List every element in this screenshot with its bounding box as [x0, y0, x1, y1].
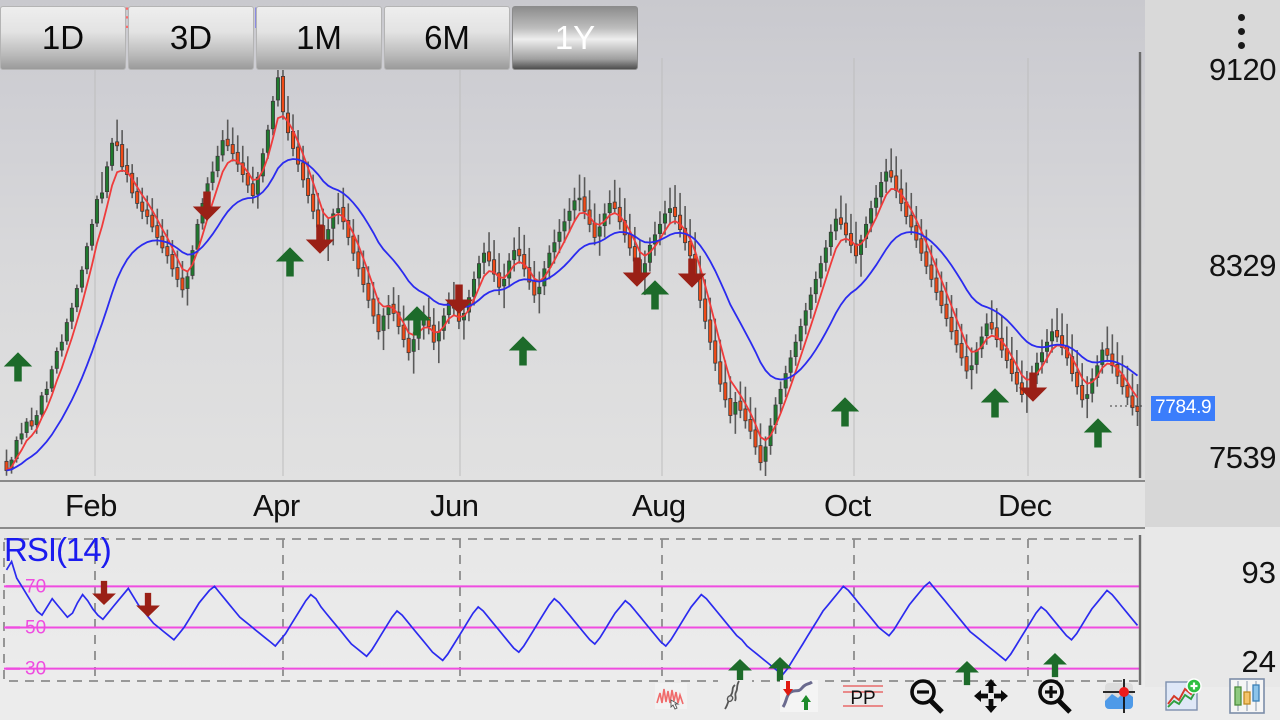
- zoom-out-button[interactable]: [904, 674, 950, 718]
- price-axis-max: 9120: [1209, 52, 1276, 87]
- rsi-title: RSI(14): [4, 531, 112, 568]
- last-price-badge: 7784.9: [1151, 396, 1216, 421]
- month-tick-aug: Aug: [632, 488, 686, 523]
- price-axis: 9120 8329 7539 7784.9: [1145, 0, 1280, 480]
- price-chart-canvas[interactable]: [0, 0, 1145, 480]
- draw-freehand-tool[interactable]: [648, 674, 694, 718]
- price-chart-panel[interactable]: [0, 0, 1145, 480]
- crosshair-tool[interactable]: [1096, 674, 1142, 718]
- rsi-panel[interactable]: 70 50 30 RSI(14): [0, 527, 1145, 687]
- period-button-6m[interactable]: 6M: [384, 6, 510, 70]
- price-axis-min: 7539: [1209, 440, 1276, 475]
- month-tick-dec: Dec: [998, 488, 1052, 523]
- period-button-1m[interactable]: 1M: [256, 6, 382, 70]
- zoom-in-button[interactable]: [1032, 674, 1078, 718]
- rsi-canvas[interactable]: 70 50 30: [0, 529, 1145, 689]
- month-tick-apr: Apr: [253, 488, 300, 523]
- rsi-level-label-50: 50: [25, 617, 46, 638]
- chart-type-button[interactable]: [1224, 674, 1270, 718]
- rsi-axis-max: 93: [1241, 555, 1276, 590]
- add-indicator-button[interactable]: [1160, 674, 1206, 718]
- pointer-draw-tool[interactable]: [712, 674, 758, 718]
- menu-dot: [1237, 42, 1245, 49]
- signals-tool[interactable]: [776, 674, 822, 718]
- pivot-points-tool[interactable]: PP: [840, 674, 886, 718]
- toolbar-background: [0, 687, 1280, 720]
- period-button-1y[interactable]: 1Y: [512, 6, 638, 70]
- period-button-1d[interactable]: 1D: [0, 6, 126, 70]
- period-button-3d[interactable]: 3D: [128, 6, 254, 70]
- pan-move-button[interactable]: [968, 674, 1014, 718]
- rsi-level-label-70: 70: [25, 576, 46, 597]
- rsi-axis: 93 24: [1145, 527, 1280, 687]
- price-axis-mid: 8329: [1209, 248, 1276, 283]
- month-tick-jun: Jun: [430, 488, 479, 523]
- period-selector[interactable]: 1D 3D 1M 6M 1Y: [0, 6, 638, 70]
- menu-dot: [1237, 14, 1245, 21]
- month-tick-oct: Oct: [824, 488, 871, 523]
- month-tick-feb: Feb: [65, 488, 117, 523]
- menu-dot: [1237, 28, 1245, 35]
- rsi-level-label-30: 30: [25, 659, 46, 680]
- rsi-axis-min: 24: [1241, 644, 1276, 679]
- svg-text:PP: PP: [850, 688, 875, 709]
- bottom-toolbar[interactable]: PP: [0, 672, 1280, 720]
- more-options-icon[interactable]: [1228, 14, 1254, 60]
- time-axis: Feb Apr Jun Aug Oct Dec: [0, 480, 1145, 527]
